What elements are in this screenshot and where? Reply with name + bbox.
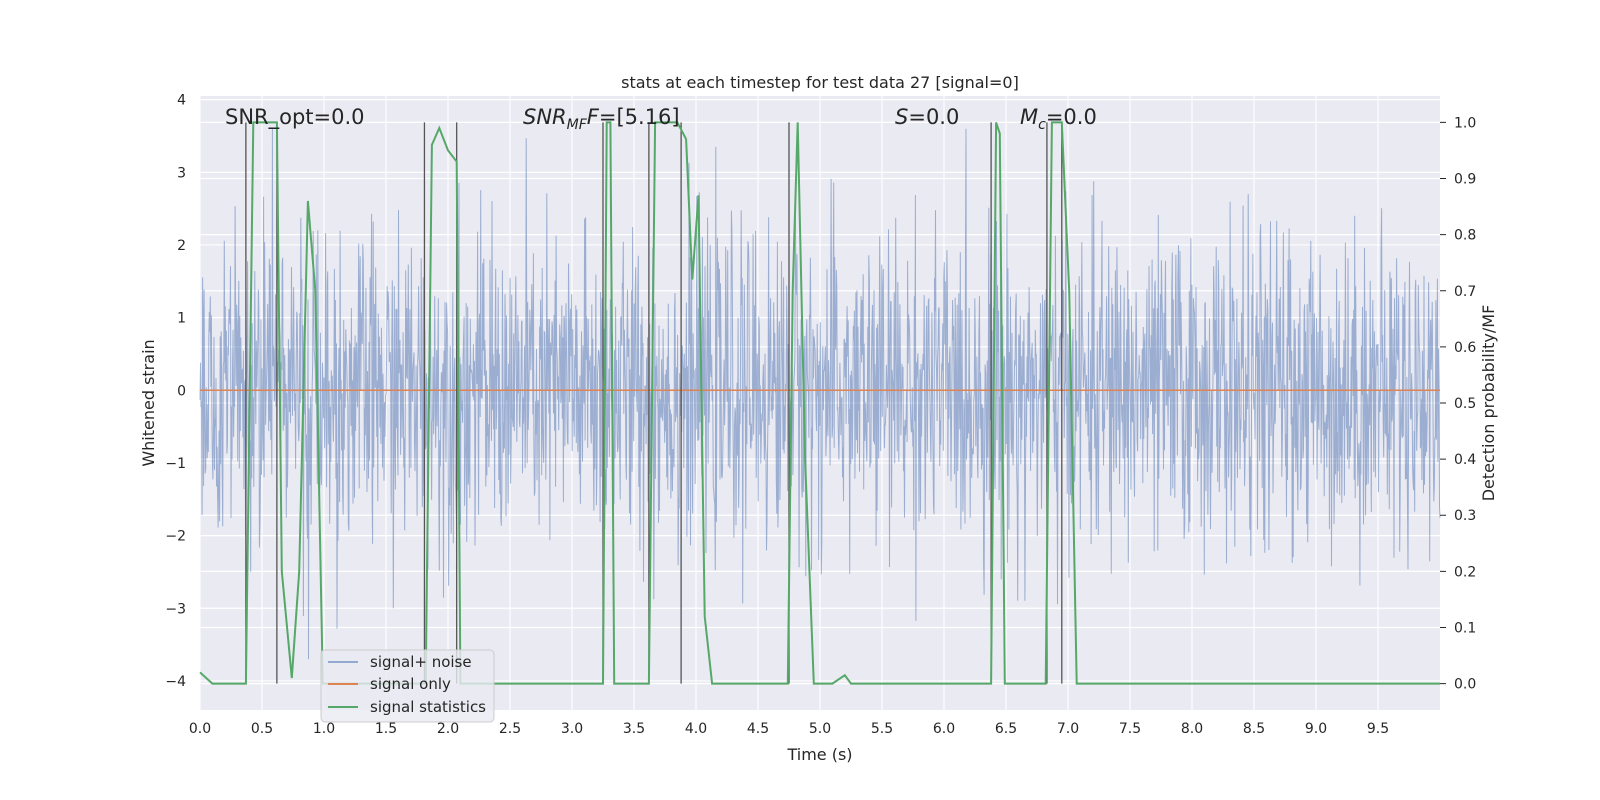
annotation-s: S=0.0 bbox=[895, 105, 959, 129]
x-tick-label: 6.5 bbox=[995, 721, 1017, 737]
x-tick-label: 3.0 bbox=[561, 721, 583, 737]
axis-ticks: 0.0 0.5 1.0 1.5 2.0 2.5 3.0 3.5 4.0 4.5 5.0 5.5 6.0 6… bbox=[165, 93, 1476, 737]
x-tick-label: 2.5 bbox=[499, 721, 521, 737]
x-tick-label: 7.0 bbox=[1057, 721, 1079, 737]
x-tick-label: 6.0 bbox=[933, 721, 955, 737]
y-tick-label: −1 bbox=[165, 456, 186, 472]
legend: signal+ noise signal only signal statist… bbox=[320, 649, 495, 723]
x-tick-label: 5.0 bbox=[809, 721, 831, 737]
annotation-snr-mf: SNRMFF=[5.16] bbox=[523, 105, 680, 133]
series-signal-noise bbox=[199, 128, 1441, 660]
chart-title: stats at each timestep for test data 27 … bbox=[621, 73, 1019, 92]
y-right-tick-label: 0.4 bbox=[1454, 452, 1476, 468]
x-tick-label: 4.5 bbox=[747, 721, 769, 737]
x-tick-label: 8.5 bbox=[1243, 721, 1265, 737]
y-tick-label: 0 bbox=[177, 383, 186, 399]
y-tick-label: −2 bbox=[165, 529, 186, 545]
x-tick-label: 3.5 bbox=[623, 721, 645, 737]
x-tick-label: 5.5 bbox=[871, 721, 893, 737]
signal-noise-line bbox=[199, 128, 1441, 660]
x-tick-label: 7.5 bbox=[1119, 721, 1141, 737]
legend-box bbox=[320, 649, 495, 723]
y-tick-label: −3 bbox=[165, 601, 186, 617]
y-tick-label: 2 bbox=[177, 238, 186, 254]
signal-statistics-line bbox=[199, 121, 1440, 685]
y-right-tick-label: 0.3 bbox=[1454, 508, 1476, 524]
annotation-snr-opt: SNR_opt=0.0 bbox=[225, 105, 365, 130]
x-tick-label: 9.5 bbox=[1367, 721, 1389, 737]
x-tick-label: 1.0 bbox=[313, 721, 335, 737]
y-axis-right-label: Detection probability/MF bbox=[1479, 305, 1498, 502]
y-tick-label: −4 bbox=[165, 674, 186, 690]
vertical-markers bbox=[245, 122, 1063, 684]
series-signal-statistics bbox=[199, 121, 1440, 685]
annotation-mc: Mc=0.0 bbox=[1020, 105, 1097, 133]
x-tick-label: 2.0 bbox=[437, 721, 459, 737]
x-axis-label: Time (s) bbox=[786, 745, 852, 764]
y-right-tick-label: 0.2 bbox=[1454, 564, 1476, 580]
y-right-tick-label: 0.5 bbox=[1454, 396, 1476, 412]
x-tick-label: 0.0 bbox=[189, 721, 211, 737]
legend-label-signal-only: signal only bbox=[370, 675, 451, 693]
y-right-tick-label: 0.0 bbox=[1454, 677, 1476, 693]
y-right-tick-label: 1.0 bbox=[1454, 115, 1476, 131]
y-tick-label: 1 bbox=[177, 311, 186, 327]
x-tick-label: 8.0 bbox=[1181, 721, 1203, 737]
legend-label-signal-statistics: signal statistics bbox=[370, 698, 486, 716]
legend-label-signal-noise: signal+ noise bbox=[370, 653, 472, 671]
y-tick-label: 3 bbox=[177, 165, 186, 181]
x-tick-label: 4.0 bbox=[685, 721, 707, 737]
x-tick-label: 9.0 bbox=[1305, 721, 1327, 737]
y-right-tick-label: 0.7 bbox=[1454, 284, 1476, 300]
x-tick-label: 0.5 bbox=[251, 721, 273, 737]
y-axis-label: Whitened strain bbox=[139, 339, 158, 466]
y-right-tick-label: 0.8 bbox=[1454, 228, 1476, 244]
y-tick-label: 4 bbox=[177, 93, 186, 109]
x-tick-label: 1.5 bbox=[375, 721, 397, 737]
y-right-tick-label: 0.1 bbox=[1454, 620, 1476, 636]
y-right-tick-label: 0.9 bbox=[1454, 172, 1476, 188]
y-right-tick-label: 0.6 bbox=[1454, 340, 1476, 356]
